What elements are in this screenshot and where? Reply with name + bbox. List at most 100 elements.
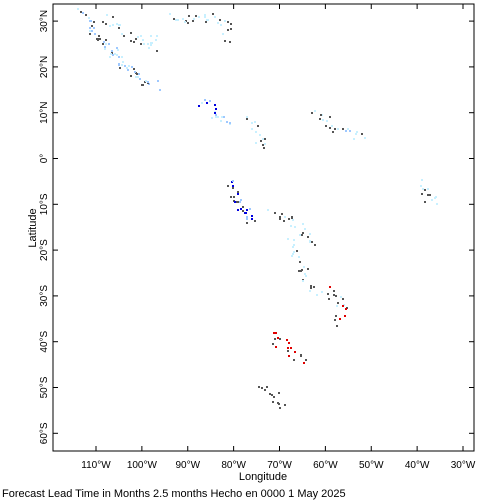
data-cell	[311, 241, 313, 243]
data-cell	[246, 118, 248, 120]
data-cell	[290, 225, 292, 227]
data-cell	[147, 43, 149, 45]
data-cell	[88, 17, 90, 19]
data-cell	[145, 80, 147, 82]
data-cell	[142, 84, 144, 86]
data-cell	[335, 295, 337, 297]
data-cell	[206, 102, 208, 104]
data-cell	[137, 76, 139, 78]
data-cell	[322, 119, 324, 121]
data-cell	[300, 354, 302, 356]
plot-frame	[52, 3, 475, 452]
data-cell	[156, 50, 158, 52]
data-cell	[424, 201, 426, 203]
data-cell	[135, 38, 137, 40]
data-cell	[222, 33, 224, 35]
data-cell	[272, 343, 274, 345]
data-cell	[333, 294, 335, 296]
data-cell	[344, 315, 346, 317]
data-cell	[204, 16, 206, 18]
x-tick-label: 60°W	[313, 460, 338, 471]
data-cell	[150, 44, 152, 46]
data-cell	[156, 35, 158, 37]
data-cell	[193, 18, 195, 20]
y-tick-label: 40°S	[39, 330, 50, 352]
data-cell	[211, 117, 213, 119]
data-cell	[223, 116, 225, 118]
data-cell	[274, 212, 276, 214]
data-cell	[342, 128, 344, 130]
data-cell	[103, 41, 105, 43]
data-cell	[246, 209, 248, 211]
data-cell	[298, 270, 300, 272]
data-cell	[279, 407, 281, 409]
data-cell	[214, 16, 216, 18]
data-cell	[138, 73, 140, 75]
data-cell	[251, 215, 253, 217]
data-cell	[105, 23, 107, 25]
data-cell	[334, 319, 336, 321]
x-tick-label: 80°W	[221, 460, 246, 471]
data-cell	[294, 226, 296, 228]
data-cell	[116, 54, 118, 56]
data-cell	[227, 185, 229, 187]
data-cell	[337, 128, 339, 130]
data-cell	[198, 105, 200, 107]
data-cell	[329, 116, 331, 118]
data-cell	[98, 35, 100, 37]
data-cell	[150, 42, 152, 44]
data-cell	[303, 362, 305, 364]
data-cell	[292, 253, 294, 255]
data-cell	[259, 134, 261, 136]
data-cell	[261, 387, 263, 389]
data-cell	[215, 108, 217, 110]
data-cell	[237, 193, 239, 195]
data-cell	[302, 280, 304, 282]
data-cell	[288, 342, 290, 344]
y-tick-label: 30°N	[39, 10, 50, 32]
data-cell	[142, 39, 144, 41]
data-cell	[105, 39, 107, 41]
data-cell	[249, 208, 251, 210]
data-cell	[286, 339, 288, 341]
data-cell	[293, 359, 295, 361]
data-cell	[257, 125, 259, 127]
data-cell	[279, 216, 281, 218]
data-cell	[305, 359, 307, 361]
data-cell	[224, 20, 226, 22]
data-cell	[310, 285, 312, 287]
data-cell	[116, 47, 118, 49]
data-cell	[284, 216, 286, 218]
data-cell	[304, 228, 306, 230]
data-cell	[353, 138, 355, 140]
data-cell	[278, 392, 280, 394]
data-cell	[422, 188, 424, 190]
data-cell	[133, 68, 135, 70]
data-cell	[184, 21, 186, 23]
data-cell	[262, 138, 264, 140]
data-cell	[273, 332, 275, 334]
data-cell	[237, 191, 239, 193]
data-cell	[364, 137, 366, 139]
data-cell	[272, 401, 274, 403]
data-cell	[128, 65, 130, 67]
data-cell	[140, 35, 142, 37]
data-cell	[157, 80, 159, 82]
data-cell	[229, 122, 231, 124]
data-cell	[293, 239, 295, 241]
data-cell	[242, 206, 244, 208]
data-cell	[342, 305, 344, 307]
data-cell	[326, 120, 328, 122]
data-cell	[284, 404, 286, 406]
data-cell	[355, 133, 357, 135]
data-cell	[91, 25, 93, 27]
data-cell	[251, 218, 253, 220]
data-cell	[361, 133, 363, 135]
data-cell	[139, 78, 141, 80]
data-cell	[281, 213, 283, 215]
data-cell	[224, 40, 226, 42]
data-cell	[279, 338, 281, 340]
data-cell	[147, 81, 149, 83]
data-cell	[82, 12, 84, 14]
caption: Forecast Lead Time in Months 2.5 months …	[2, 488, 346, 500]
